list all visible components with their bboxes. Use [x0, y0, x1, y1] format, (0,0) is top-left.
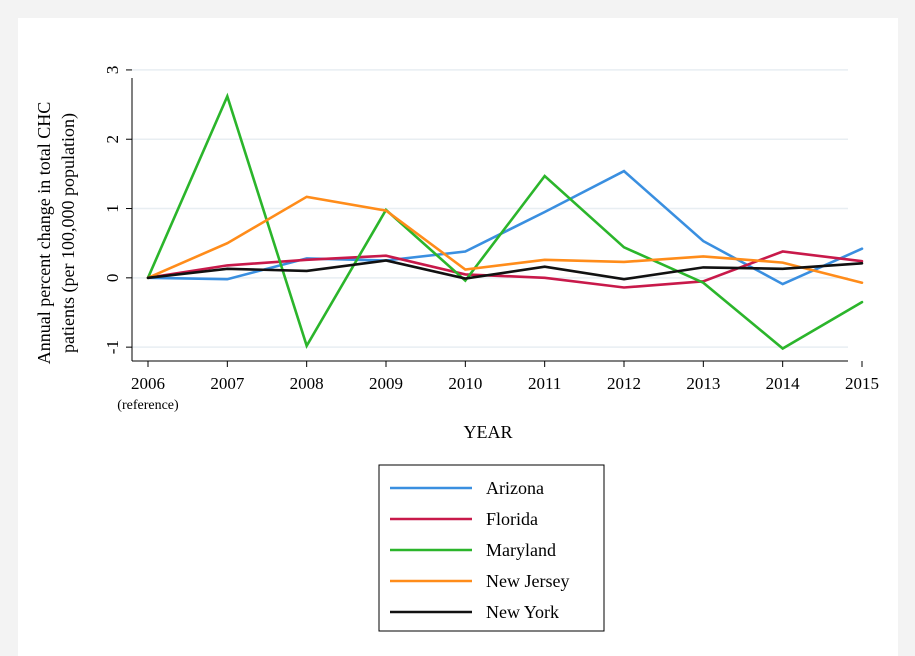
y-axis-title-line-1: Annual percent change in total CHC: [34, 102, 54, 364]
x-tick-label: 2012: [607, 374, 641, 393]
series-line-new-jersey: [146, 195, 864, 285]
x-tick-label: 2011: [528, 374, 561, 393]
x-tick-label: 2010: [448, 374, 482, 393]
series-line-maryland: [146, 92, 864, 351]
series-line-new-york: [146, 259, 864, 281]
y-tick-label: 3: [103, 66, 122, 75]
x-tick-label: 2007: [210, 374, 245, 393]
x-tick-label: 2006: [131, 374, 165, 393]
legend-box: [378, 464, 605, 632]
y-tick-label: 2: [103, 135, 122, 144]
axes: -1 0 1 2 3 2006 2007 2008 2009 2010 2011 2012 2013 20…: [103, 66, 879, 413]
x-tick-label: 2014: [766, 374, 801, 393]
series-lines: [146, 92, 864, 351]
legend-label-florida: Florida: [486, 509, 538, 529]
x-tick-label: 2013: [686, 374, 720, 393]
x-axis-title: YEAR: [464, 422, 513, 442]
series-line-florida: [146, 250, 864, 289]
x-tick-sublabel: (reference): [117, 398, 179, 413]
chart-figure: -1 0 1 2 3 2006 2007 2008 2009 2010 2011 2012 2013 20…: [18, 18, 898, 656]
legend: Arizona Florida Maryland New Jersey New York: [378, 464, 605, 632]
x-tick-label: 2009: [369, 374, 403, 393]
y-axis-title-line-2: patients (per 100,000 population): [58, 113, 79, 353]
y-tick-label: 0: [103, 274, 122, 283]
grid-lines: [132, 69, 848, 348]
legend-label-new-york: New York: [486, 602, 559, 622]
legend-label-maryland: Maryland: [486, 540, 556, 560]
legend-label-new-jersey: New Jersey: [486, 571, 569, 591]
y-tick-label: -1: [103, 340, 122, 354]
x-tick-label: 2008: [290, 374, 324, 393]
line-chart: -1 0 1 2 3 2006 2007 2008 2009 2010 2011 2012 2013 20…: [34, 66, 879, 632]
x-tick-label: 2015: [845, 374, 879, 393]
y-tick-label: 1: [103, 204, 122, 213]
legend-label-arizona: Arizona: [486, 478, 544, 498]
